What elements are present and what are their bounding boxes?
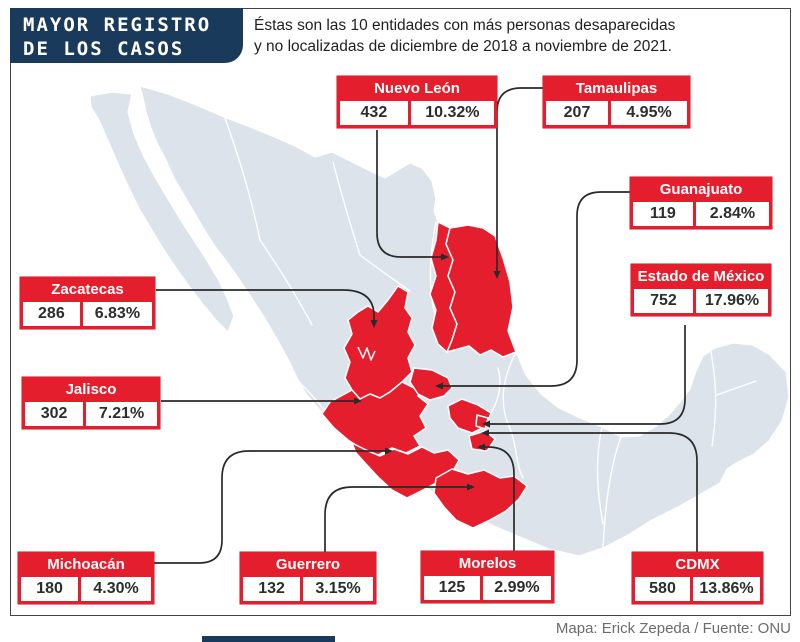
- cases-value: 132: [243, 577, 301, 601]
- state-cdmx-shape: [475, 414, 489, 430]
- connector-guerrero: [324, 483, 475, 552]
- cropped-next-section-box: [202, 636, 335, 642]
- state-name-label: Morelos: [458, 555, 517, 572]
- highlighted-states: [321, 221, 528, 529]
- title-box: MAYOR REGISTRO DE LOS CASOS: [10, 8, 243, 63]
- cases-value: 119: [633, 202, 693, 226]
- percent-value: 10.32%: [410, 101, 494, 125]
- title-line-1: MAYOR REGISTRO: [23, 14, 212, 36]
- callout-connectors: [154, 87, 698, 564]
- subtitle-line-1: Éstas son las 10 entidades con más perso…: [254, 17, 676, 34]
- connector-guanajuato: [435, 191, 630, 390]
- callout-estado-de-mexico: Estado de México 752 17.96%: [631, 264, 771, 316]
- percent-value: 13.86%: [693, 577, 760, 601]
- state-name-label: Estado de México: [637, 268, 765, 285]
- percent-value: 2.84%: [695, 202, 769, 226]
- aguascalientes-border: [357, 346, 376, 361]
- state-borders: [174, 117, 757, 549]
- callout-guerrero: Guerrero 132 3.15%: [240, 552, 376, 604]
- baja-california-shape: [89, 91, 235, 333]
- connector-tamaulipas: [493, 87, 543, 279]
- callout-morelos: Morelos 125 2.99%: [421, 551, 554, 603]
- state-guerrero-shape: [433, 468, 528, 529]
- connector-morelos: [477, 443, 515, 551]
- percent-value: 7.21%: [86, 402, 157, 426]
- percent-value: 6.83%: [82, 302, 152, 326]
- cases-value: 180: [21, 577, 79, 601]
- cases-value: 207: [546, 101, 609, 125]
- state-name-label: Jalisco: [65, 381, 117, 398]
- percent-value: 3.15%: [303, 577, 373, 601]
- connector-nuevo-leon: [376, 130, 449, 261]
- connector-zacatecas: [156, 289, 378, 328]
- cases-value: 580: [635, 577, 690, 601]
- percent-value: 17.96%: [695, 289, 768, 313]
- cases-value: 125: [424, 576, 480, 600]
- state-name-label: Tamaulipas: [575, 80, 658, 97]
- cases-value: 302: [25, 402, 84, 426]
- callout-zacatecas: Zacatecas 286 6.83%: [20, 277, 155, 329]
- cases-value: 752: [634, 289, 693, 313]
- percent-value: 2.99%: [482, 576, 551, 600]
- state-name-label: Guanajuato: [659, 181, 743, 198]
- percent-value: 4.95%: [611, 101, 687, 125]
- subtitle: Éstas son las 10 entidades con más perso…: [254, 15, 774, 57]
- percent-value: 4.30%: [81, 577, 151, 601]
- state-tamaulipas-shape: [445, 224, 517, 358]
- callout-jalisco: Jalisco 302 7.21%: [22, 377, 160, 429]
- state-name-label: Michoacán: [47, 556, 125, 573]
- state-name-label: Nuevo León: [374, 80, 460, 97]
- state-name-label: Guerrero: [275, 556, 341, 573]
- callout-cdmx: CDMX 580 13.86%: [632, 552, 763, 604]
- connector-estado-de-mexico: [482, 325, 686, 428]
- credit-line: Mapa: Erick Zepeda / Fuente: ONU: [555, 620, 791, 637]
- cases-value: 432: [340, 101, 408, 125]
- subtitle-line-2: y no localizadas de diciembre de 2018 a …: [254, 38, 672, 55]
- state-name-label: Zacatecas: [51, 281, 124, 298]
- title-line-2: DE LOS CASOS: [23, 38, 185, 60]
- cases-value: 286: [23, 302, 80, 326]
- callout-michoacan: Michoacán 180 4.30%: [18, 552, 154, 604]
- connector-michoacan: [154, 447, 393, 564]
- state-guanajuato-shape: [409, 367, 453, 401]
- state-name-label: CDMX: [675, 556, 720, 573]
- connector-cdmx: [481, 429, 698, 552]
- callout-nuevo-leon: Nuevo León 432 10.32%: [337, 76, 497, 128]
- callout-tamaulipas: Tamaulipas 207 4.95%: [543, 76, 690, 128]
- callout-guanajuato: Guanajuato 119 2.84%: [630, 177, 772, 229]
